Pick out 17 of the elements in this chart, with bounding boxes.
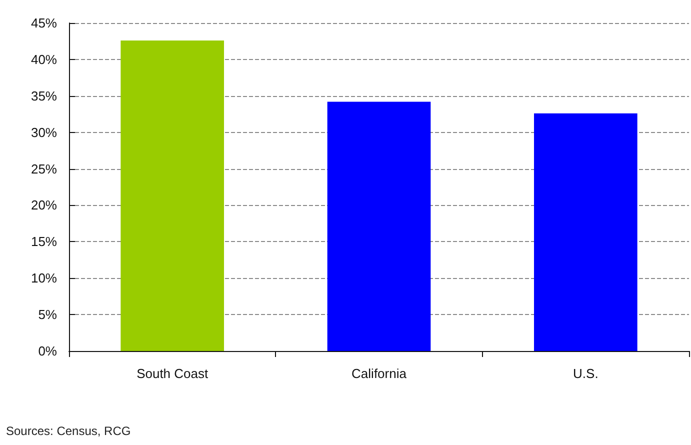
y-tick-label: 25% [30, 161, 58, 176]
y-tick-label: 40% [30, 52, 58, 67]
bar [534, 113, 638, 351]
x-tick-label: South Coast [136, 366, 208, 381]
y-tick-label: 5% [38, 307, 58, 322]
y-tick-label: 10% [30, 270, 58, 286]
y-tick-label: 45% [30, 16, 58, 30]
y-tick-label: 35% [30, 88, 58, 104]
y-tick-label: 20% [30, 198, 58, 213]
source-note: Sources: Census, RCG [6, 424, 131, 438]
x-tick-label: California [352, 366, 408, 381]
y-tick-label: 30% [30, 124, 58, 140]
x-tick-label: U.S. [573, 366, 598, 381]
bar [327, 102, 431, 351]
y-tick-label: 0% [38, 344, 58, 358]
bar [120, 40, 224, 351]
y-tick-label: 15% [30, 234, 58, 250]
